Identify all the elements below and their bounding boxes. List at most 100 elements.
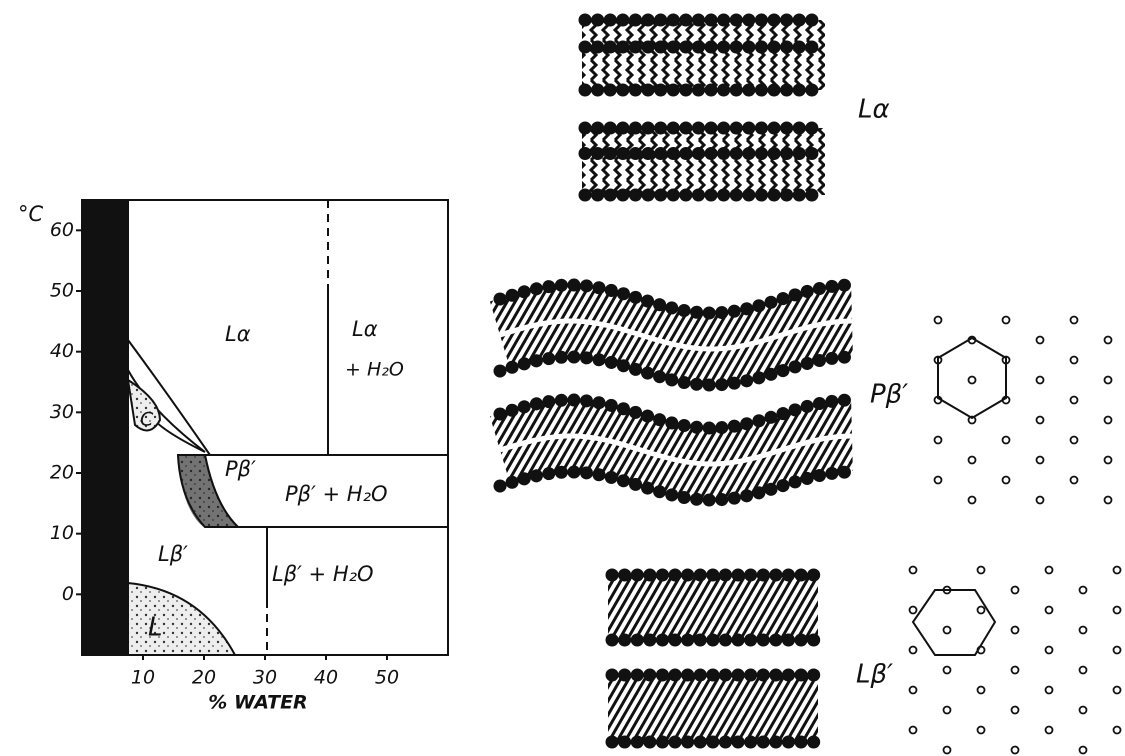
tail-region [582,128,825,195]
boundary [127,339,211,456]
lattice-point [1078,705,1088,715]
region-label: Pβ′ [225,457,256,481]
lattice-point [933,315,943,325]
y-tick-label: 20 [50,462,74,484]
lattice-point [1078,625,1088,635]
lattice-point [942,745,952,755]
lattice-point [967,415,977,425]
midplane [499,318,853,352]
lattice-point [1112,685,1122,695]
lattice-point [967,375,977,385]
lattice-point [1078,585,1088,595]
tail-region [608,575,818,640]
lattice-point [908,565,918,575]
lattice-point [1112,565,1122,575]
x-axis-label: % WATER [208,692,307,714]
lattice-point [908,725,918,735]
lattice-point [933,475,943,485]
lattice-point [1044,645,1054,655]
y-tick-label: 10 [50,522,74,544]
lattice-point [1103,335,1113,345]
lattice-point [1035,495,1045,505]
lattice-point [967,495,977,505]
structure-label: Pβ′ [870,380,908,410]
region-label: + H₂O [345,359,404,381]
lattice-point [1035,415,1045,425]
lattice-point [1112,645,1122,655]
head-row [493,393,859,435]
lattice-point [908,685,918,695]
lattice-point [1010,745,1020,755]
midplane [499,433,853,467]
shaded-region [176,454,241,528]
head-row [493,278,859,320]
region-label: L [148,613,163,643]
x-tick-label: 50 [375,667,399,689]
region-label: Pβ′ + H₂O [285,482,388,506]
lattice-point [1103,375,1113,385]
lattice-point [1001,435,1011,445]
hexagon [937,336,1007,420]
lattice-point [1069,315,1079,325]
region-label: Lβ′ [158,542,188,566]
lattice-point [1069,475,1079,485]
head-row [493,350,859,392]
region-label: Lα [352,317,378,341]
structure-label: Lβ′ [856,660,893,690]
lattice-point [1103,415,1113,425]
lattice-point [1103,455,1113,465]
lattice-point [1010,665,1020,675]
lattice-point [1044,725,1054,735]
lattice-point [1103,495,1113,505]
lattice-point [976,685,986,695]
hexagon [911,589,997,656]
lattice-point [1010,625,1020,635]
lattice-point [976,605,986,615]
c-region [126,377,162,432]
x-tick-label: 30 [253,667,277,689]
structures [489,13,1122,755]
x-tick-label: 40 [314,667,338,689]
region-label: C [140,409,154,431]
lattice-point [976,725,986,735]
y-tick-label: 30 [50,401,74,423]
lattice-point [967,455,977,465]
lattice-point [1044,565,1054,575]
lattice-point [1010,705,1020,715]
y-tick-label: 50 [50,280,74,302]
lattice-point [908,645,918,655]
y-tick-label: 0 [62,583,74,605]
lattice-point [1035,335,1045,345]
region-label: Lα [225,322,251,346]
lattice-point [1044,685,1054,695]
solid-bar [81,199,129,656]
tail-region [608,675,818,742]
lattice-point [1069,355,1079,365]
y-axis-label: °C [18,202,44,226]
lattice-point [1001,475,1011,485]
lattice-point [976,565,986,575]
lattice-point [1044,605,1054,615]
y-tick-label: 40 [50,340,74,362]
phase-diagram [76,199,449,660]
lattice-point [1010,585,1020,595]
lattice-point [1078,745,1088,755]
lattice-point [942,625,952,635]
lattice-point [1069,395,1079,405]
lattice-point [942,665,952,675]
x-tick-label: 10 [131,667,155,689]
lattice-point [1112,725,1122,735]
region-label: Lβ′ + H₂O [272,562,374,586]
lattice-point [1035,455,1045,465]
lattice-point [1078,665,1088,675]
lattice-point [933,435,943,445]
lattice-point [908,605,918,615]
speckled-region [127,581,237,656]
lattice-point [942,705,952,715]
structure-label: Lα [858,95,890,125]
head-row [493,465,859,507]
lattice-point [1069,435,1079,445]
lattice-point [1112,605,1122,615]
lattice-point [1035,375,1045,385]
